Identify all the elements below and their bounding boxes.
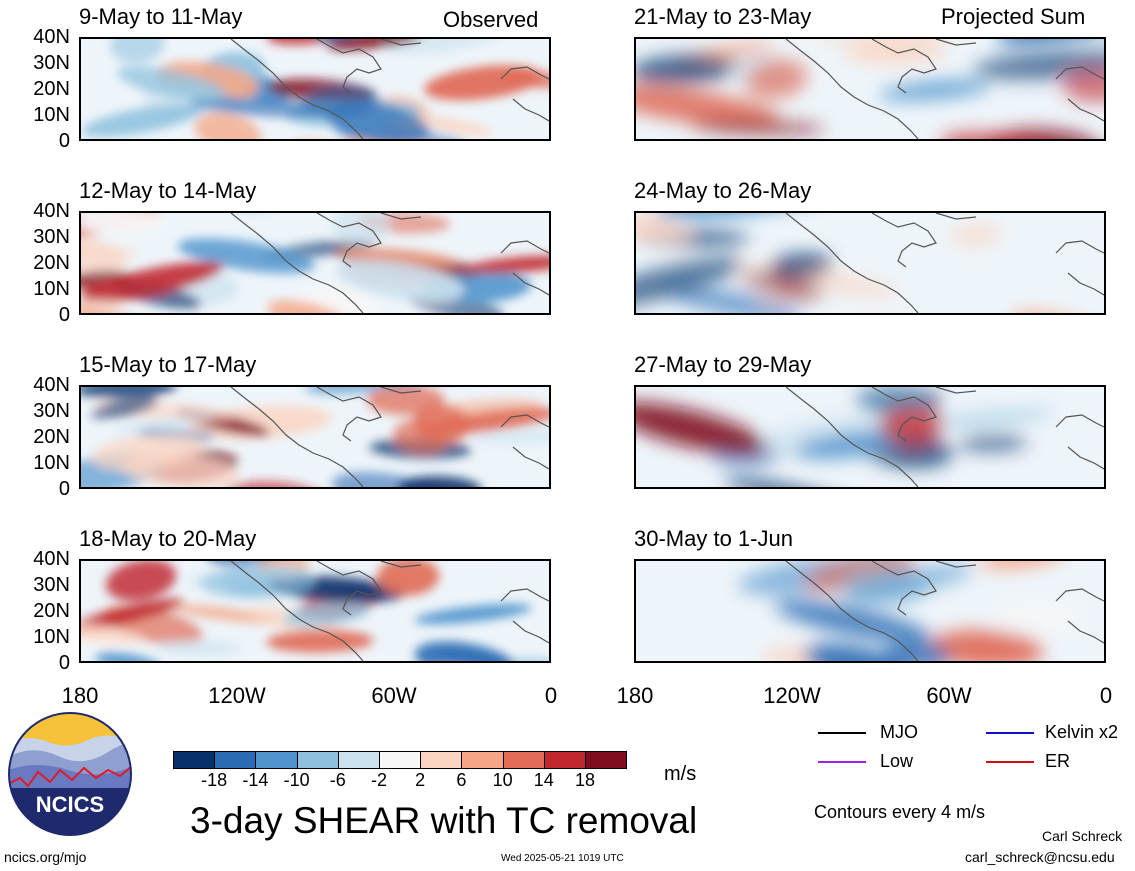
panel-title: 21-May to 23-May — [634, 4, 812, 29]
y-tick-label: 30N — [33, 574, 70, 596]
colorbar-label: -14 — [242, 770, 269, 790]
shear-map-panel — [79, 37, 551, 141]
colorbar-label: -2 — [370, 770, 388, 790]
colorbar-label: 2 — [415, 770, 426, 790]
colorbar-swatch — [255, 751, 298, 769]
colorbar-label: 18 — [574, 770, 596, 790]
panel-title: 27-May to 29-May — [634, 352, 812, 377]
x-tick-label: 0 — [1099, 683, 1113, 708]
colorbar-swatch — [379, 751, 422, 769]
panel-title: 15-May to 17-May — [79, 352, 257, 377]
x-tick-label: 180 — [616, 683, 654, 708]
panel-title: 12-May to 14-May — [79, 178, 257, 203]
y-tick-label: 0 — [58, 478, 70, 500]
shear-map-panel — [634, 211, 1106, 315]
colorbar-label: 14 — [533, 770, 554, 790]
x-tick-label: 120W — [763, 683, 821, 708]
colorbar-label: 10 — [492, 770, 513, 790]
footer-author: Carl Schreck — [1042, 828, 1123, 844]
y-tick-label: 20N — [33, 252, 70, 274]
colorbar-label: -10 — [283, 770, 310, 790]
shear-map-panel — [634, 37, 1106, 141]
x-tick-label: 0 — [544, 683, 558, 708]
legend-er-label: ER — [1045, 751, 1071, 771]
legend-low-line — [818, 761, 866, 763]
colorbar-label: 6 — [456, 770, 467, 790]
y-tick-label: 0 — [58, 304, 70, 326]
main-title: 3-day SHEAR with TC removal — [190, 800, 698, 841]
panel-title: 24-May to 26-May — [634, 178, 812, 203]
y-tick-label: 0 — [58, 652, 70, 674]
observed-label: Observed — [443, 7, 539, 32]
legend-mjo-line — [818, 732, 866, 734]
shear-map-panel — [79, 211, 551, 315]
footer-email: carl_schreck@ncsu.edu — [965, 849, 1115, 865]
ncics-logo: NCICS — [8, 712, 132, 836]
shear-map-panel — [79, 559, 551, 663]
y-tick-label: 20N — [33, 78, 70, 100]
colorbar-swatch — [337, 751, 380, 769]
y-tick-label: 10N — [33, 104, 70, 126]
panel-title: 9-May to 11-May — [79, 4, 243, 29]
legend-kelvin-line — [986, 732, 1034, 734]
colorbar-swatch — [502, 751, 545, 769]
y-tick-label: 20N — [33, 426, 70, 448]
y-tick-label: 40N — [33, 374, 70, 396]
colorbar-swatch — [461, 751, 504, 769]
colorbar-units: m/s — [664, 763, 697, 785]
y-tick-label: 30N — [33, 226, 70, 248]
projected-label: Projected Sum — [941, 4, 1086, 29]
x-tick-label: 60W — [926, 683, 972, 708]
shear-map-panel — [79, 385, 551, 489]
legend-low-label: Low — [880, 751, 914, 771]
x-tick-label: 120W — [208, 683, 266, 708]
y-tick-label: 30N — [33, 52, 70, 74]
colorbar-swatch — [420, 751, 463, 769]
shear-map-panel — [634, 385, 1106, 489]
footer-url: ncics.org/mjo — [4, 849, 87, 865]
colorbar-swatch — [296, 751, 339, 769]
y-tick-label: 20N — [33, 600, 70, 622]
y-tick-label: 10N — [33, 452, 70, 474]
shear-map-panel — [634, 559, 1106, 663]
footer-timestamp: Wed 2025-05-21 1019 UTC — [501, 853, 624, 864]
legend-er-line — [986, 761, 1034, 763]
y-tick-label: 10N — [33, 626, 70, 648]
colorbar-swatch — [585, 751, 628, 769]
colorbar-swatch — [173, 751, 216, 769]
y-tick-label: 30N — [33, 400, 70, 422]
x-tick-label: 180 — [61, 683, 99, 708]
logo-text: NCICS — [36, 792, 104, 817]
y-tick-label: 40N — [33, 200, 70, 222]
legend-kelvin-label: Kelvin x2 — [1045, 722, 1119, 742]
x-tick-label: 60W — [371, 683, 417, 708]
colorbar-label: -18 — [201, 770, 228, 790]
colorbar-swatch — [543, 751, 586, 769]
y-tick-label: 0 — [58, 130, 70, 152]
y-tick-label: 10N — [33, 278, 70, 300]
colorbar-swatch — [214, 751, 257, 769]
panel-title: 30-May to 1-Jun — [634, 526, 793, 551]
y-tick-label: 40N — [33, 26, 70, 48]
legend-mjo-label: MJO — [880, 722, 918, 742]
colorbar-label: -6 — [329, 770, 346, 790]
contour-note: Contours every 4 m/s — [814, 802, 986, 822]
panel-title: 18-May to 20-May — [79, 526, 257, 551]
y-tick-label: 40N — [33, 548, 70, 570]
